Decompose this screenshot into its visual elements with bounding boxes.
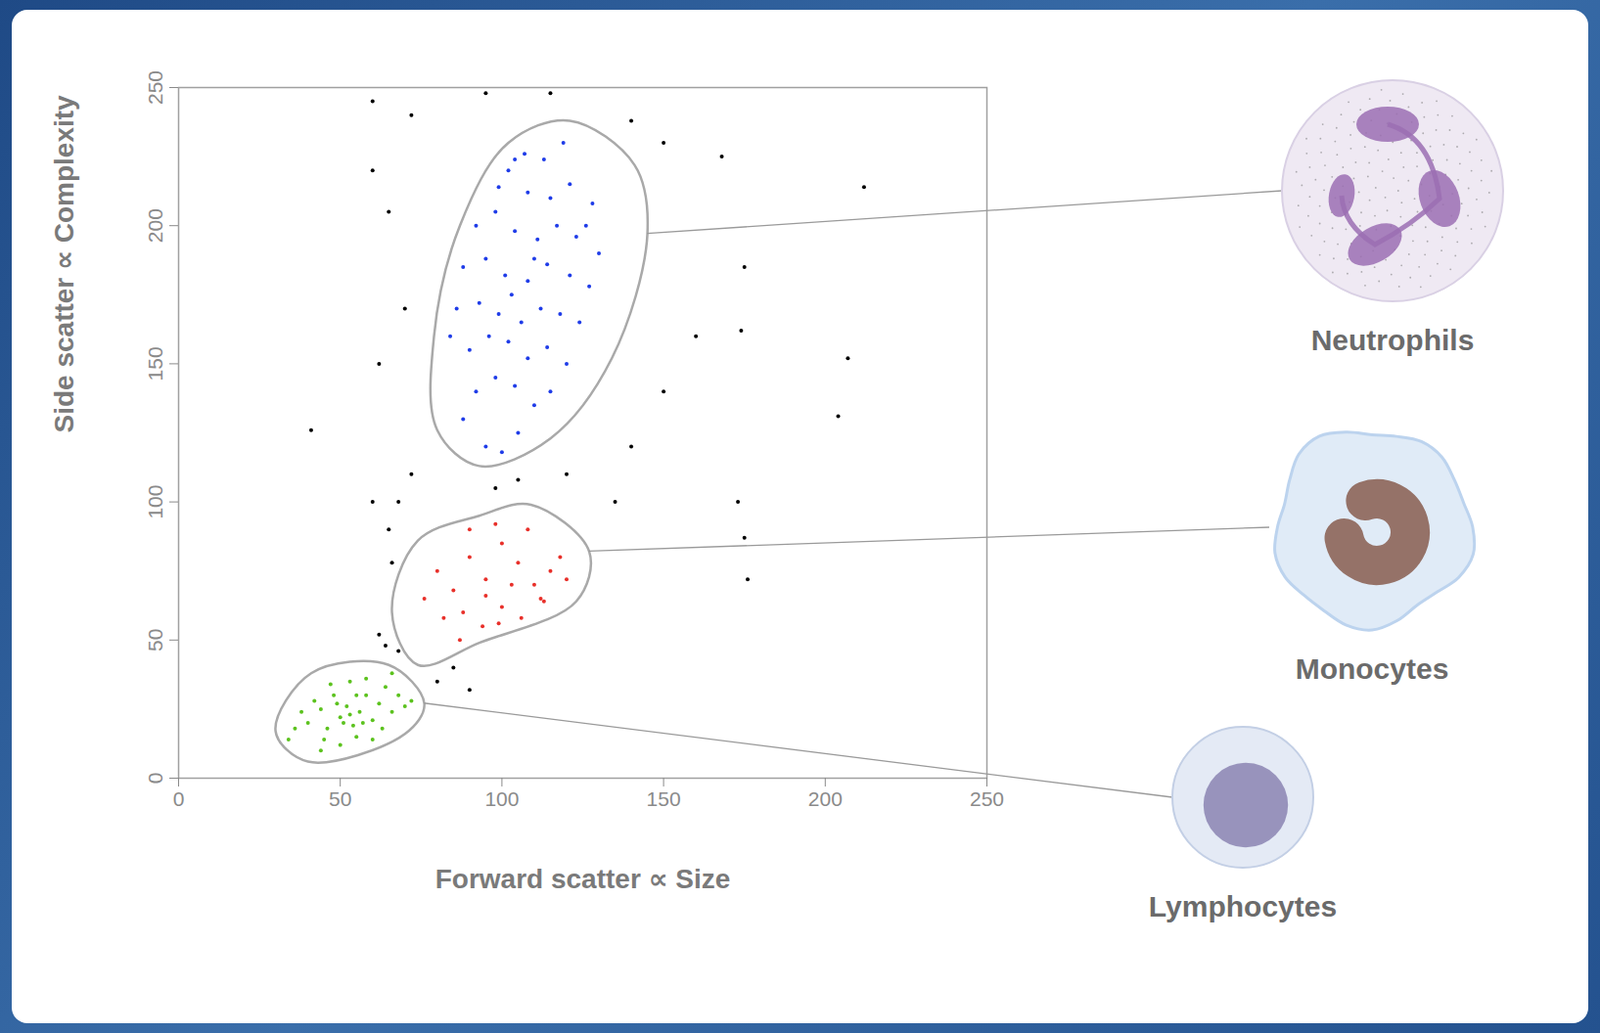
svg-text:Forward scatter ∝ Size: Forward scatter ∝ Size: [435, 864, 732, 895]
svg-text:150: 150: [143, 346, 167, 381]
svg-text:250: 250: [969, 787, 1005, 811]
svg-text:Lymphocytes: Lymphocytes: [1148, 890, 1337, 923]
svg-text:200: 200: [143, 208, 167, 243]
svg-text:250: 250: [143, 70, 167, 105]
svg-text:50: 50: [143, 629, 167, 652]
svg-text:Neutrophils: Neutrophils: [1311, 323, 1475, 357]
svg-text:0: 0: [173, 787, 185, 811]
svg-text:50: 50: [328, 787, 352, 811]
svg-text:100: 100: [484, 787, 519, 811]
svg-text:Monocytes: Monocytes: [1295, 652, 1450, 686]
svg-text:0: 0: [143, 773, 167, 785]
svg-text:150: 150: [646, 787, 682, 811]
svg-text:Side scatter ∝ Complexity: Side scatter ∝ Complexity: [48, 94, 80, 434]
svg-text:100: 100: [143, 485, 167, 520]
svg-text:200: 200: [808, 787, 843, 811]
